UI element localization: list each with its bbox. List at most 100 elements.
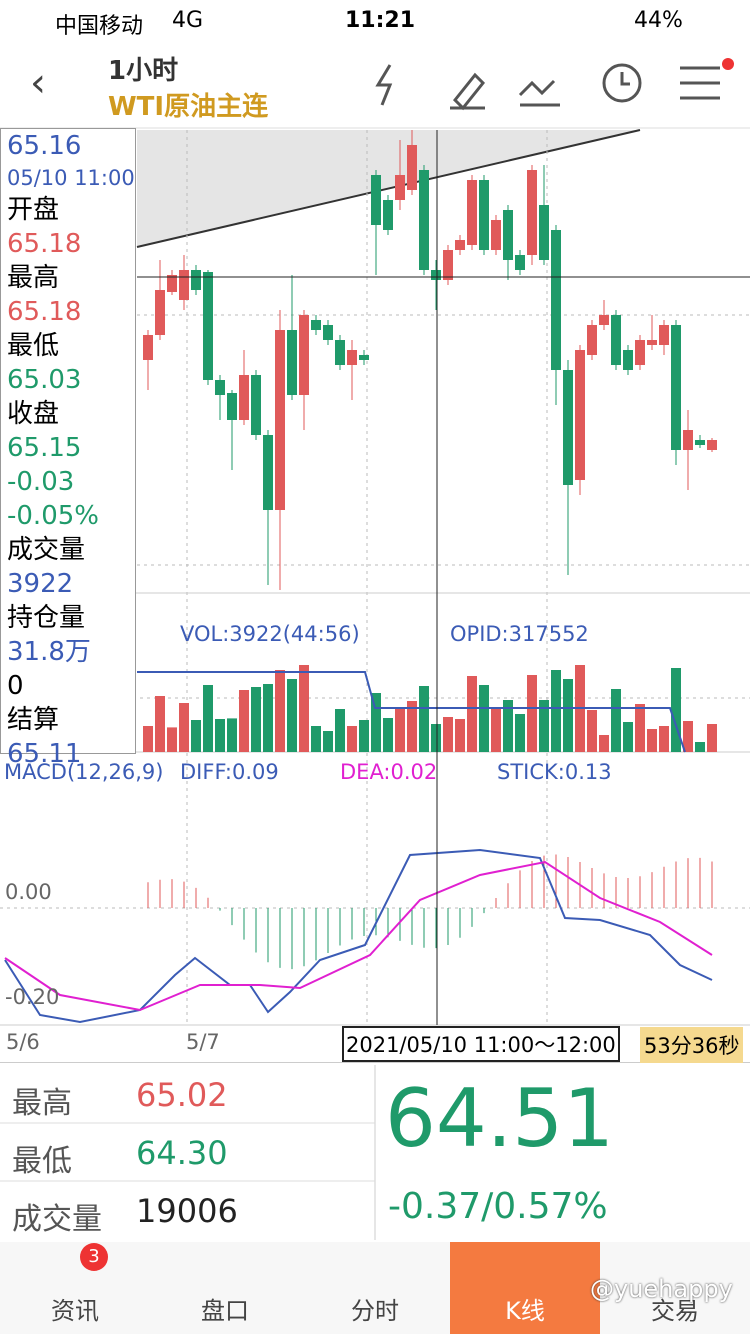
macd-axis-label: 0.00 [5, 880, 52, 904]
volume-bar [635, 704, 645, 752]
volume-bar [647, 729, 657, 752]
tab-label: 分时 [351, 1297, 399, 1325]
candle-body [587, 325, 597, 355]
candle-body [443, 250, 453, 280]
candle-body [251, 375, 261, 435]
candle-body [239, 375, 249, 420]
candle-body [431, 270, 441, 280]
date-label: 5/6 [6, 1030, 40, 1054]
candle-body [491, 220, 501, 250]
symbol-name[interactable]: WTI原油主连 [108, 92, 269, 122]
opid-label: OPID:317552 [450, 622, 589, 646]
label: 结算 [7, 705, 60, 735]
volume-bar [347, 726, 357, 752]
candle-body [455, 240, 465, 250]
volume-bar [227, 718, 237, 752]
value: 65.18 [7, 229, 82, 259]
volume-bar [311, 726, 321, 752]
volume-bar [155, 696, 165, 752]
candle-body [395, 175, 405, 200]
volume-bar [191, 720, 201, 752]
volume-bar [527, 675, 537, 752]
notify-dot [722, 58, 734, 70]
candle-body [515, 255, 525, 270]
toolbar-icons [375, 63, 720, 111]
tab-kline[interactable]: K线 [450, 1243, 600, 1334]
candle-body [191, 270, 201, 290]
volume-bar [371, 693, 381, 752]
tab-label: 资讯 [51, 1297, 99, 1325]
label: 最高 [12, 1086, 72, 1121]
volume-bar [599, 735, 609, 752]
candle-body [671, 325, 681, 450]
day-low: 64.30 [136, 1134, 228, 1172]
label: 最低 [7, 331, 60, 361]
tab-label: K线 [505, 1297, 545, 1325]
candle-body [419, 170, 429, 270]
diff-label: DIFF:0.09 [180, 760, 279, 784]
volume-bar [215, 719, 225, 752]
value: 31.8万 [7, 637, 91, 667]
tab-news[interactable]: 资讯 3 [0, 1243, 150, 1334]
date-label: 5/7 [186, 1030, 220, 1054]
volume-bar [275, 670, 285, 752]
volume-bar [479, 685, 489, 752]
value: 0 [7, 671, 24, 701]
candle-body [407, 145, 417, 190]
candle-body [563, 370, 573, 485]
trend-line [136, 129, 641, 248]
candle-body [635, 340, 645, 365]
value: -0.05% [7, 501, 99, 531]
price-change: -0.37/0.57% [388, 1186, 608, 1227]
diff-line [4, 848, 713, 1024]
volume-bar [491, 707, 501, 752]
candle-body [383, 200, 393, 230]
volume-bar [407, 701, 417, 752]
volume-bar [419, 686, 429, 752]
status-bar: 中国移动 4G 11:21 44% [0, 0, 750, 40]
label: 最低 [12, 1144, 72, 1179]
volume-bar [167, 727, 177, 752]
value: 65.11 [7, 739, 82, 769]
value: 65.18 [7, 297, 82, 327]
candle-body [287, 330, 297, 395]
label: 成交量 [12, 1202, 102, 1237]
dea-label: DEA:0.02 [340, 760, 438, 784]
volume-bar [239, 690, 249, 752]
candle-body [623, 350, 633, 370]
volume-bar [695, 742, 705, 752]
tab-intraday[interactable]: 分时 [300, 1243, 450, 1334]
candle-body [539, 205, 549, 260]
tab-bar [0, 1242, 750, 1334]
cursor-price: 65.16 [7, 131, 82, 161]
value: 65.15 [7, 433, 82, 463]
value: 65.03 [7, 365, 82, 395]
tab-book[interactable]: 盘口 [150, 1243, 300, 1334]
cursor-time: 05/10 11:00 [7, 166, 135, 190]
volume-bar [443, 717, 453, 752]
candles [143, 130, 717, 590]
tab-trade[interactable]: 交易 [600, 1243, 750, 1334]
volume-bar [587, 710, 597, 752]
candle-body [659, 325, 669, 345]
volume-bar [455, 719, 465, 752]
volume-bar [431, 724, 441, 752]
macd-label: MACD(12,26,9) [4, 760, 164, 784]
volume-bar [323, 731, 333, 752]
candle-body [143, 335, 153, 360]
candle-body [359, 355, 369, 360]
label: 持仓量 [7, 603, 86, 633]
day-high: 65.02 [136, 1076, 228, 1114]
volume-bar [467, 676, 477, 752]
value: 3922 [7, 569, 74, 599]
carrier: 中国移动 [55, 14, 144, 39]
volume-bar [515, 714, 525, 752]
cursor-date: 2021/05/10 11:00～12:00 [342, 1026, 620, 1062]
volume-bar [707, 724, 717, 752]
candle-body [683, 430, 693, 450]
volume-bar [143, 726, 153, 752]
back-button[interactable]: ‹ [30, 60, 46, 106]
candle-body [263, 435, 273, 510]
candle-body [167, 275, 177, 292]
